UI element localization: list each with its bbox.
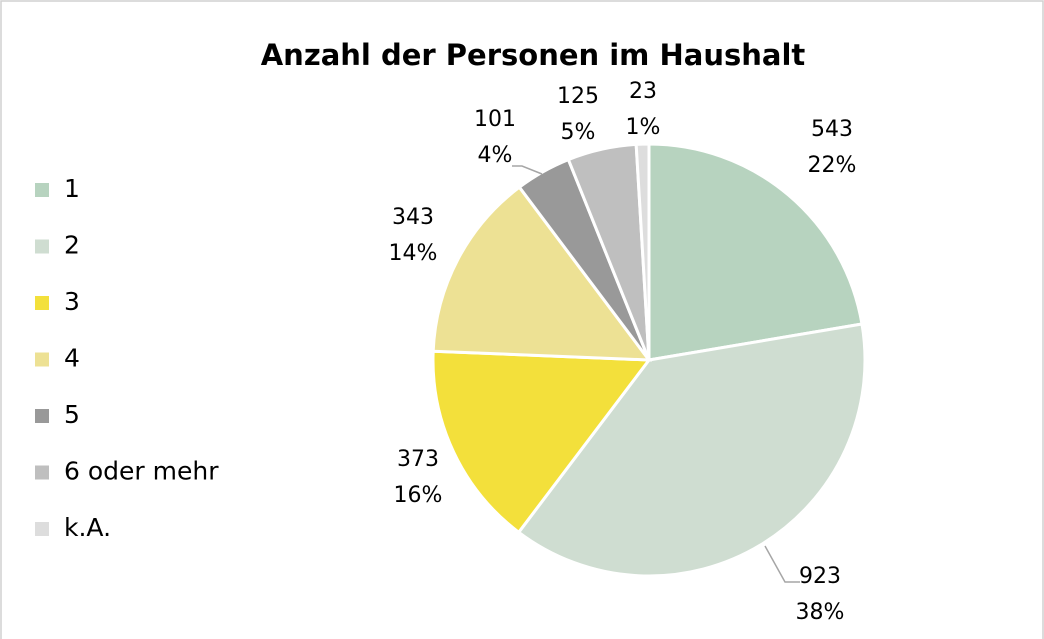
leader-line — [764, 545, 800, 583]
legend-label: 1 — [64, 174, 80, 203]
percent-label: 4% — [478, 143, 513, 168]
legend-swatch — [35, 352, 49, 367]
pie-slice — [431, 349, 652, 535]
legend-swatch — [35, 522, 49, 536]
legend-label: 6 oder mehr — [64, 457, 219, 486]
data-label: 373 — [397, 447, 439, 472]
percent-label: 1% — [626, 115, 661, 140]
legend-label: 4 — [64, 344, 80, 373]
data-label: 543 — [811, 117, 853, 142]
legend-swatch — [35, 296, 49, 310]
pie-slice — [647, 142, 864, 362]
legend-swatch — [35, 239, 49, 254]
legend-label: 2 — [64, 231, 80, 260]
data-label: 23 — [629, 79, 657, 104]
chart-title: Anzahl der Personen im Haushalt — [261, 38, 806, 72]
pie-slice — [634, 142, 651, 361]
data-label: 343 — [392, 205, 434, 230]
legend-label: 3 — [64, 287, 80, 316]
percent-label: 38% — [796, 600, 845, 625]
legend-swatch — [35, 183, 49, 197]
percent-label: 16% — [394, 483, 443, 508]
percent-label: 5% — [561, 120, 596, 145]
data-label: 125 — [557, 84, 599, 109]
percent-label: 22% — [808, 153, 857, 178]
legend-swatch — [35, 465, 49, 480]
legend-label: k.A. — [64, 513, 111, 542]
pie-slice — [431, 185, 653, 362]
pie-slice — [516, 322, 867, 578]
percent-label: 14% — [389, 241, 438, 266]
data-label: 101 — [474, 107, 516, 132]
leader-line — [512, 165, 543, 175]
data-label: 923 — [799, 564, 841, 589]
legend-label: 5 — [64, 400, 80, 429]
legend-swatch — [35, 409, 49, 423]
